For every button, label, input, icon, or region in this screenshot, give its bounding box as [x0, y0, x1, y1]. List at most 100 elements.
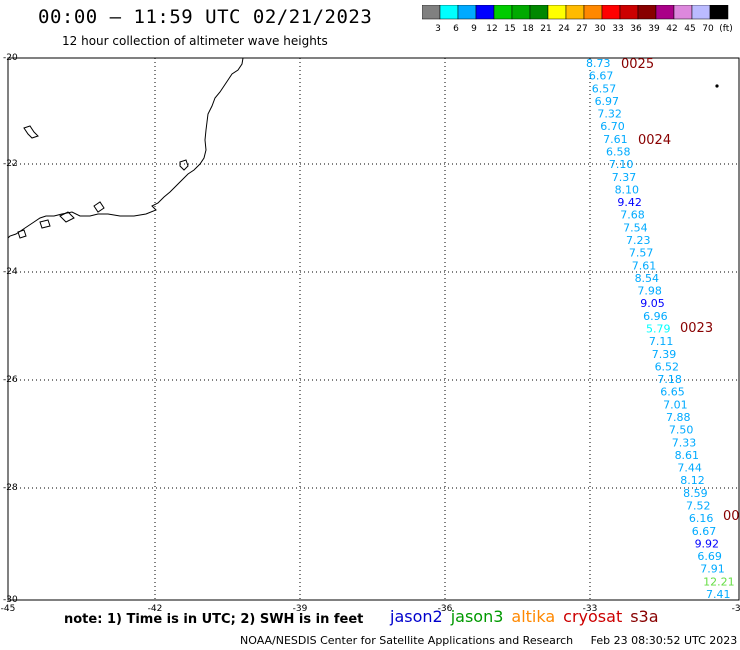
- timestamp-text: Feb 23 08:30:52 UTC 2023: [590, 634, 738, 647]
- colorbar-label: 21: [540, 24, 551, 34]
- satellite-s3a: s3a: [630, 607, 659, 626]
- longitude-label: -45: [1, 604, 16, 614]
- swh-value: 7.57: [629, 247, 654, 260]
- time-labels: 0025 0024 0023 00: [621, 57, 740, 524]
- swh-value: 9.42: [617, 196, 642, 209]
- map-title: 00:00 – 11:59 UTC 02/21/2023: [38, 6, 373, 28]
- latitude-label: -24: [3, 267, 18, 277]
- latitude-label: -28: [3, 483, 18, 493]
- swh-value: 6.58: [606, 146, 631, 159]
- swh-value: 7.32: [597, 108, 622, 121]
- swh-value: 7.44: [677, 462, 702, 475]
- units-note: note: 1) Time is in UTC; 2) SWH is in fe…: [64, 612, 364, 627]
- satellite-cryosat: cryosat: [563, 607, 623, 626]
- colorbar-label: (ft): [719, 24, 732, 34]
- swh-value: 7.52: [686, 500, 711, 513]
- swh-value: 7.01: [663, 398, 688, 411]
- pass-time-label: 0024: [638, 133, 671, 148]
- swh-value: 8.54: [635, 272, 660, 285]
- swh-value: 7.50: [669, 424, 694, 437]
- swh-value: 6.70: [600, 120, 625, 133]
- swh-value: 6.57: [592, 82, 617, 95]
- satellite-legend: jason2 jason3 altika cryosat s3a: [390, 607, 667, 626]
- swh-track: 8.736.676.576.977.326.707.616.587.107.37…: [586, 57, 735, 601]
- swh-value: 6.97: [595, 95, 620, 108]
- colorbar-label: 33: [612, 24, 623, 34]
- satellite-jason3: jason3: [450, 607, 504, 626]
- longitude-label: -33: [583, 604, 598, 614]
- pass-time-label: 0023: [680, 321, 713, 336]
- colorbar-label: 15: [504, 24, 515, 34]
- swh-value: 6.67: [692, 525, 717, 538]
- longitude-label: -30: [732, 604, 740, 614]
- swh-value: 6.16: [689, 512, 714, 525]
- colorbar-swatch: [709, 5, 729, 20]
- longitude-label: -36: [438, 604, 453, 614]
- swh-value: 7.39: [652, 348, 677, 361]
- plot-frame: [7, 57, 740, 601]
- swh-value: 8.12: [680, 474, 705, 487]
- colorbar-label: 18: [522, 24, 534, 34]
- satellite-jason2: jason2: [390, 607, 443, 626]
- colorbar-label: 39: [648, 24, 660, 34]
- swh-value: 7.61: [632, 259, 657, 272]
- longitude-label: -39: [293, 604, 308, 614]
- swh-value: 7.10: [609, 158, 634, 171]
- colorbar-label: 3: [435, 24, 441, 34]
- grid-lines: [8, 58, 739, 600]
- pass-time-label: 00: [723, 509, 740, 524]
- small-island-dot: [715, 84, 719, 88]
- swh-value: 7.37: [612, 171, 637, 184]
- swh-value: 7.88: [666, 411, 691, 424]
- colorbar-label: 27: [576, 24, 587, 34]
- colorbar-label: 6: [453, 24, 459, 34]
- colorbar-label: 9: [471, 24, 477, 34]
- colorbar-label: 70: [702, 24, 714, 34]
- swh-value: 7.54: [623, 221, 648, 234]
- longitude-label: -42: [148, 604, 163, 614]
- swh-value: 7.18: [657, 373, 682, 386]
- swh-value: 7.33: [672, 436, 697, 449]
- swh-value: 8.73: [586, 57, 611, 70]
- latitude-label: -20: [3, 53, 18, 63]
- pass-time-label: 0025: [621, 57, 654, 72]
- swh-value: 5.79: [646, 323, 671, 336]
- swh-value: 12.21: [703, 575, 735, 588]
- swh-value: 8.10: [615, 183, 640, 196]
- swh-value: 6.69: [697, 550, 722, 563]
- latitude-label: -22: [3, 159, 18, 169]
- latitude-label: -26: [3, 375, 18, 385]
- colorbar-label: 45: [684, 24, 695, 34]
- swh-value: 6.52: [655, 360, 680, 373]
- island-coast: [179, 159, 189, 171]
- swh-value: 7.11: [649, 335, 674, 348]
- swh-value: 8.61: [675, 449, 700, 462]
- colorbar-label: 24: [558, 24, 570, 34]
- swh-value: 7.91: [700, 563, 725, 576]
- swh-value: 7.41: [706, 588, 731, 601]
- swh-value: 9.92: [695, 537, 720, 550]
- colorbar-label: 36: [630, 24, 642, 34]
- swh-value: 7.23: [626, 234, 651, 247]
- swh-value: 9.05: [640, 297, 665, 310]
- satellite-altika: altika: [511, 607, 556, 626]
- swh-value: 6.65: [660, 386, 685, 399]
- swh-value: 7.98: [637, 285, 662, 298]
- inlet-coast: [23, 125, 39, 139]
- footer-credit: NOAA/NESDIS Center for Satellite Applica…: [240, 634, 737, 647]
- coastline: [7, 57, 244, 239]
- credit-text: NOAA/NESDIS Center for Satellite Applica…: [240, 634, 574, 647]
- latitude-label: -30: [3, 595, 18, 605]
- colorbar-label: 12: [486, 24, 497, 34]
- bay-coast: [17, 201, 105, 239]
- colorbar-label: 42: [666, 24, 677, 34]
- swh-value: 7.61: [603, 133, 628, 146]
- swh-value: 6.96: [643, 310, 668, 323]
- tick-labels: -20-22-24-26-28-30-45-42-39-36-33-30: [1, 53, 740, 614]
- colorbar-label: 30: [594, 24, 606, 34]
- swh-value: 7.68: [620, 209, 645, 222]
- swh-value: 8.59: [683, 487, 708, 500]
- colorbar-legend: 3 6 9 12 15 18 21 24 27 30 33 36 39 42 45 70 (ft): [422, 5, 732, 34]
- map-subtitle: 12 hour collection of altimeter wave hei…: [62, 34, 328, 48]
